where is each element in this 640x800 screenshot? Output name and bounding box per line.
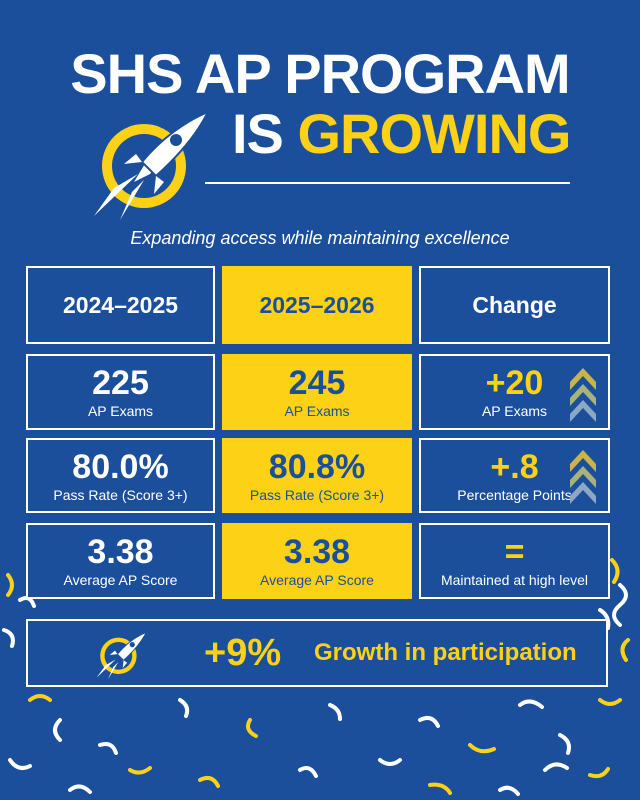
stat-value: 80.0% [72,447,169,486]
stat-label: Pass Rate (Score 3+) [53,486,188,503]
header-2025-2026: 2025–2026 [222,266,412,344]
growth-value: +9% [204,632,282,674]
stat-label: Maintained at high level [440,572,589,588]
stat-label: Percentage Points [457,486,572,503]
curr-pass-rate-cell: 80.8% Pass Rate (Score 3+) [222,438,412,513]
stat-value: 80.8% [268,447,366,486]
stat-value: +20 [485,364,544,402]
prev-pass-rate-cell: 80.0% Pass Rate (Score 3+) [26,438,215,513]
subtitle: Expanding access while maintaining excel… [130,228,510,248]
title-line-2: IS GROWING [232,102,571,165]
rocket-logo-icon [96,631,148,680]
stat-value: 3.38 [87,533,154,571]
curr-ap-exams-cell: 245 AP Exams [222,354,412,430]
rocket-logo-icon [94,110,211,220]
prev-avg-score-cell: 3.38 Average AP Score [26,523,215,599]
header-label: 2024–2025 [62,291,179,318]
header-label: Change [472,291,557,318]
header-2024-2025: 2024–2025 [26,266,215,344]
header-change: Change [419,266,610,344]
prev-ap-exams-cell: 225 AP Exams [26,354,215,430]
stat-label: AP Exams [284,403,350,419]
stat-label: Average AP Score [63,572,178,588]
stat-label: Average AP Score [260,572,374,588]
growth-label: Growth in participation [314,639,577,666]
title-is-word: IS [232,102,284,165]
header-label: 2025–2026 [259,291,375,318]
curr-avg-score-cell: 3.38 Average AP Score [222,523,412,599]
stat-value: +.8 [490,447,539,486]
chevron-up-icon [570,450,596,504]
growth-banner: +9% Growth in participation [26,619,608,687]
chevron-up-icon [570,368,596,422]
stat-value: 245 [288,364,346,402]
change-avg-score-cell: = Maintained at high level [419,523,610,599]
stat-value: 225 [92,364,149,402]
stat-value: 3.38 [283,533,351,571]
title-growing-word: GROWING [297,102,571,165]
title-line-1: SHS AP PROGRAM [70,42,570,105]
title-underline [205,182,570,184]
stat-value: = [504,533,525,571]
stat-label: AP Exams [481,403,548,419]
stat-label: Pass Rate (Score 3+) [249,486,385,503]
stat-label: AP Exams [87,403,154,419]
